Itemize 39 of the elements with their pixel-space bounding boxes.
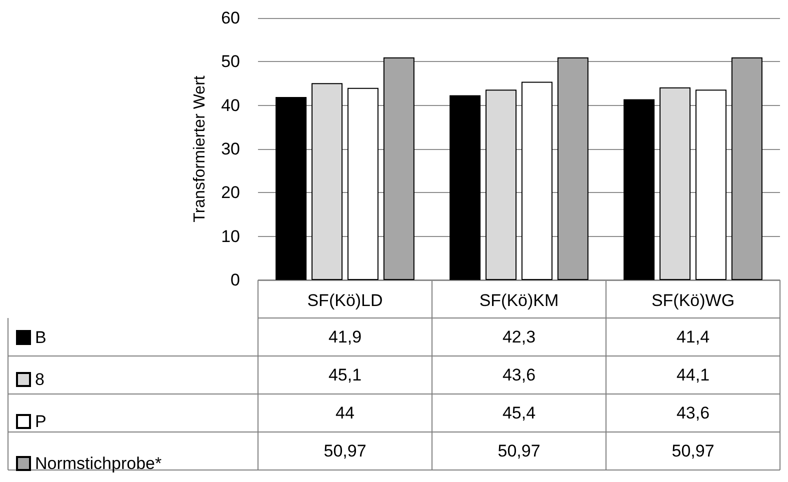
y-axis-title: Transformierter Wert <box>192 75 208 222</box>
y-tick-label: 60 <box>221 8 240 28</box>
y-tick-label: 50 <box>221 52 240 72</box>
bar <box>347 88 378 280</box>
data-label: 44,1 <box>676 366 710 384</box>
bar <box>731 57 762 280</box>
bar <box>312 83 343 280</box>
bar <box>486 90 517 280</box>
bar <box>276 97 307 280</box>
data-label: 50,97 <box>498 442 540 460</box>
bar <box>624 99 655 280</box>
bar <box>450 95 481 280</box>
x-tick-label: SF(Kö)KM <box>479 291 559 310</box>
data-label: 45,4 <box>502 404 536 422</box>
data-label: 41,4 <box>676 328 710 346</box>
bar <box>383 57 414 280</box>
data-label: 45,1 <box>328 366 362 384</box>
y-tick-label: 30 <box>221 140 240 158</box>
data-label: 50,97 <box>324 442 366 460</box>
y-tick-label: 0 <box>230 270 240 290</box>
y-tick-label: 20 <box>221 183 240 202</box>
legend-label: Normstichprobe* <box>35 454 162 473</box>
y-tick-label: 10 <box>221 226 240 246</box>
bar <box>660 87 691 280</box>
data-label: 43,6 <box>502 366 536 384</box>
y-tick-label: 40 <box>221 96 240 115</box>
data-label: 44 <box>336 404 354 422</box>
x-tick-label: SF(Kö)WG <box>651 291 735 310</box>
legend-label: 8 <box>35 370 44 389</box>
bar <box>521 82 552 280</box>
legend-label: B <box>35 328 46 347</box>
data-label: 42,3 <box>502 328 536 346</box>
bar <box>557 57 588 280</box>
data-label: 41,9 <box>328 328 362 346</box>
data-label: 50,97 <box>672 442 714 460</box>
bar <box>695 90 726 280</box>
legend-label: P <box>35 412 46 431</box>
data-label: 43,6 <box>676 404 710 422</box>
x-tick-label: SF(Kö)LD <box>307 291 383 310</box>
